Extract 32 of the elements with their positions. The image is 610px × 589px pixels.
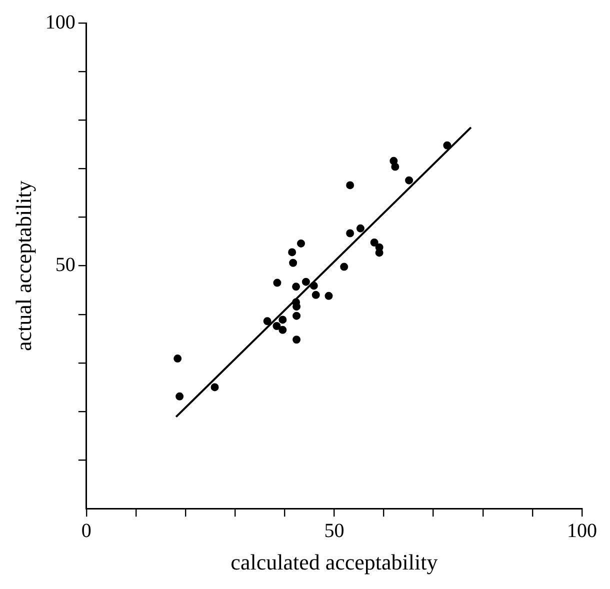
- point: [375, 248, 384, 257]
- point: [174, 354, 182, 363]
- point: [310, 282, 318, 290]
- point: [272, 322, 281, 330]
- point: [302, 278, 310, 286]
- point: [340, 262, 348, 271]
- point: [273, 278, 282, 287]
- point: [263, 317, 272, 326]
- point: [289, 258, 298, 267]
- point: [391, 162, 400, 171]
- point: [176, 392, 184, 400]
- point: [288, 248, 296, 256]
- y-axis-title: actual acceptability: [10, 180, 36, 352]
- x-tick-label: 50: [324, 520, 344, 542]
- point: [405, 176, 414, 184]
- point: [292, 336, 301, 344]
- x-tick-label: 0: [81, 520, 92, 542]
- x-axis-title: calculated acceptability: [230, 550, 438, 575]
- point: [356, 224, 364, 232]
- point: [312, 290, 320, 299]
- point: [278, 326, 287, 334]
- point: [370, 238, 378, 246]
- point: [346, 229, 354, 238]
- point: [278, 316, 287, 324]
- point: [324, 292, 333, 300]
- point: [210, 383, 219, 392]
- point: [292, 282, 300, 291]
- point: [292, 312, 301, 320]
- point: [296, 239, 305, 248]
- point: [443, 141, 452, 150]
- point: [346, 181, 354, 190]
- x-tick-label: 100: [567, 520, 597, 542]
